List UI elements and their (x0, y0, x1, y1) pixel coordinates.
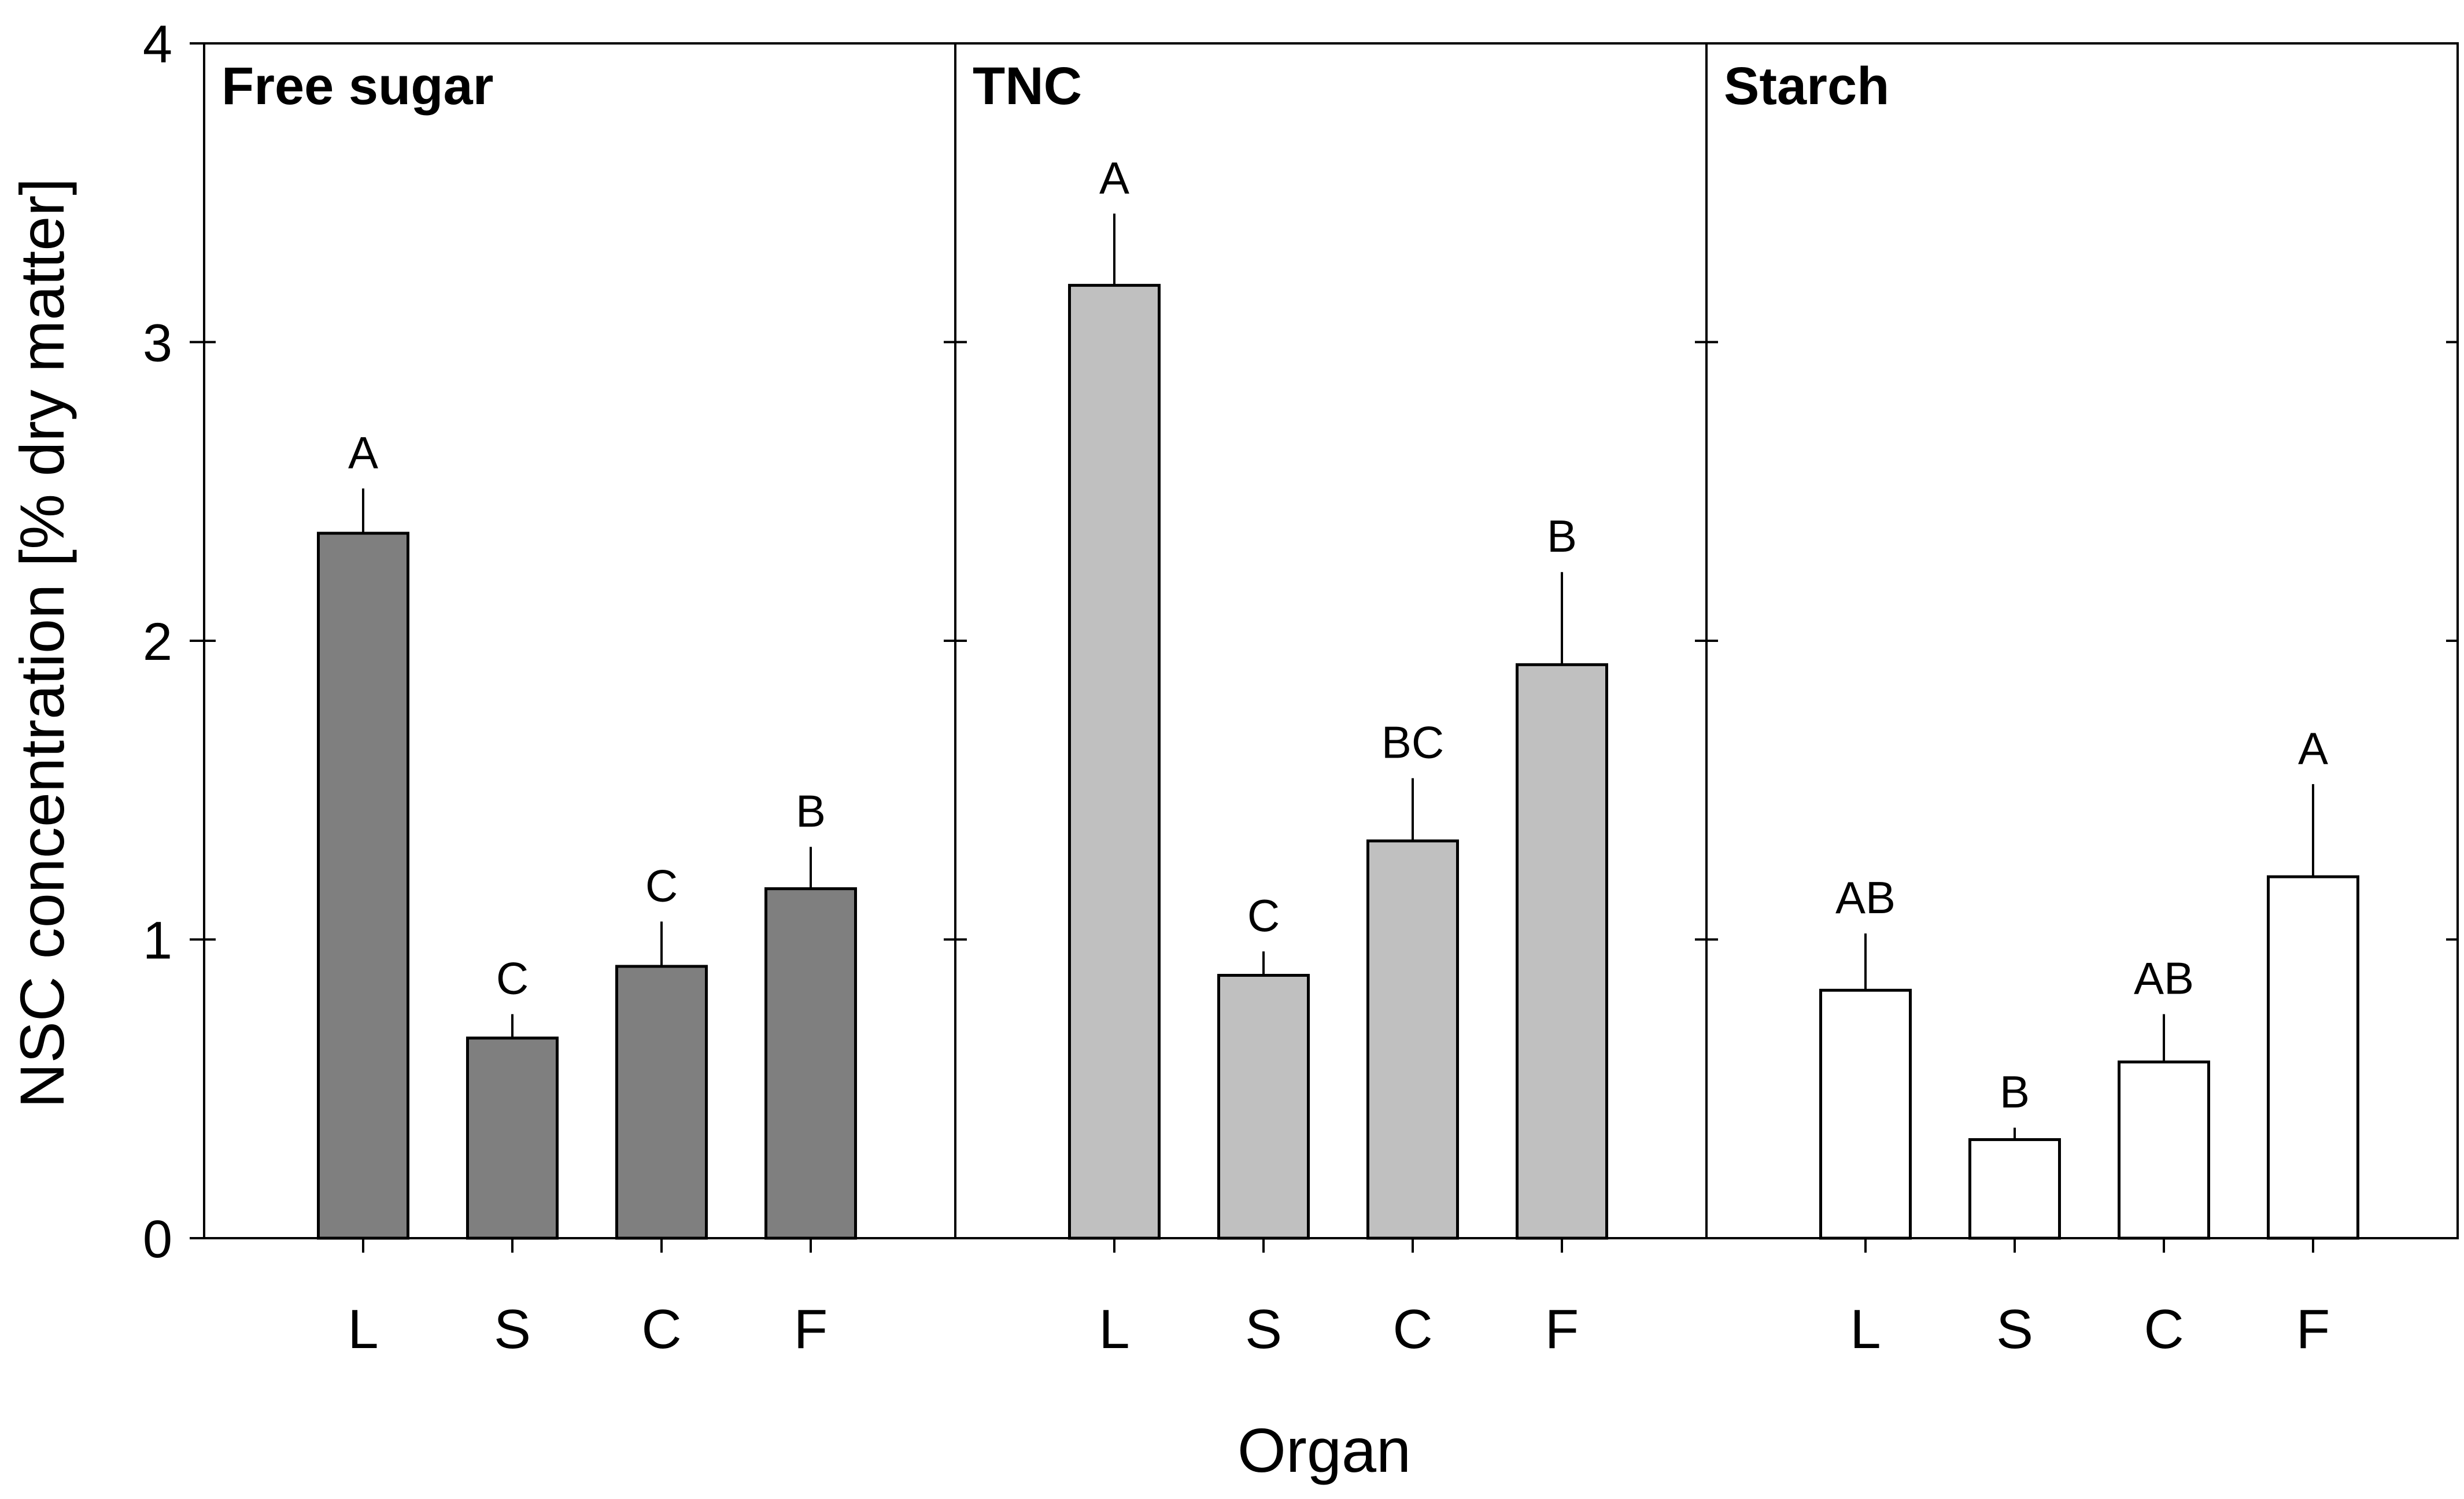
x-tick-label: C (641, 1298, 681, 1360)
y-tick-label: 1 (143, 911, 172, 970)
significance-letter: B (2000, 1066, 2030, 1117)
significance-letter: B (1547, 511, 1577, 562)
y-tick-label: 3 (143, 314, 172, 373)
y-axis-title: NSC concentration [% dry matter] (7, 178, 77, 1109)
y-tick-label: 2 (143, 612, 172, 671)
x-tick-label: S (1245, 1298, 1282, 1360)
x-tick-label: L (1850, 1298, 1881, 1360)
x-tick-label: F (794, 1298, 828, 1360)
bar-C (1366, 839, 1459, 1240)
significance-letter: AB (1835, 872, 1896, 923)
significance-letter: A (2298, 723, 2328, 774)
bar-C (2118, 1060, 2210, 1240)
bar-F (2267, 875, 2359, 1240)
bar-C (615, 965, 708, 1240)
bar-S (1968, 1138, 2061, 1240)
bar-S (466, 1036, 559, 1240)
x-tick-label: C (1392, 1298, 1432, 1360)
x-tick-label: L (1099, 1298, 1129, 1360)
x-tick-label: C (2144, 1298, 2184, 1360)
bar-F (764, 887, 857, 1240)
significance-letter: AB (2134, 953, 2194, 1004)
bar-S (1217, 973, 1310, 1240)
bar-L (1068, 283, 1161, 1240)
bar-F (1516, 663, 1608, 1240)
x-tick-label: S (1996, 1298, 2033, 1360)
significance-letter: C (496, 953, 529, 1004)
x-tick-label: L (348, 1298, 378, 1360)
x-axis-title: Organ (1237, 1415, 1411, 1485)
bar-L (317, 531, 409, 1240)
significance-letter: B (796, 785, 826, 836)
significance-letter: BC (1381, 717, 1444, 768)
x-tick-label: F (2296, 1298, 2330, 1360)
significance-letter: A (1099, 152, 1129, 203)
bar-L (1819, 988, 1912, 1240)
y-tick-label: 0 (143, 1210, 172, 1269)
y-tick-label: 4 (143, 15, 172, 74)
plot-area: Free sugarALCSCCBFTNCALCSBCCBFStarchABLB… (143, 15, 2459, 1360)
significance-letter: A (348, 427, 378, 478)
x-tick-label: F (1545, 1298, 1579, 1360)
significance-letter: C (1247, 890, 1280, 941)
panel-title: TNC (973, 57, 1082, 116)
panel-title: Starch (1724, 57, 1889, 116)
panel-title: Free sugar (221, 57, 493, 116)
significance-letter: C (645, 861, 678, 911)
x-tick-label: S (494, 1298, 531, 1360)
